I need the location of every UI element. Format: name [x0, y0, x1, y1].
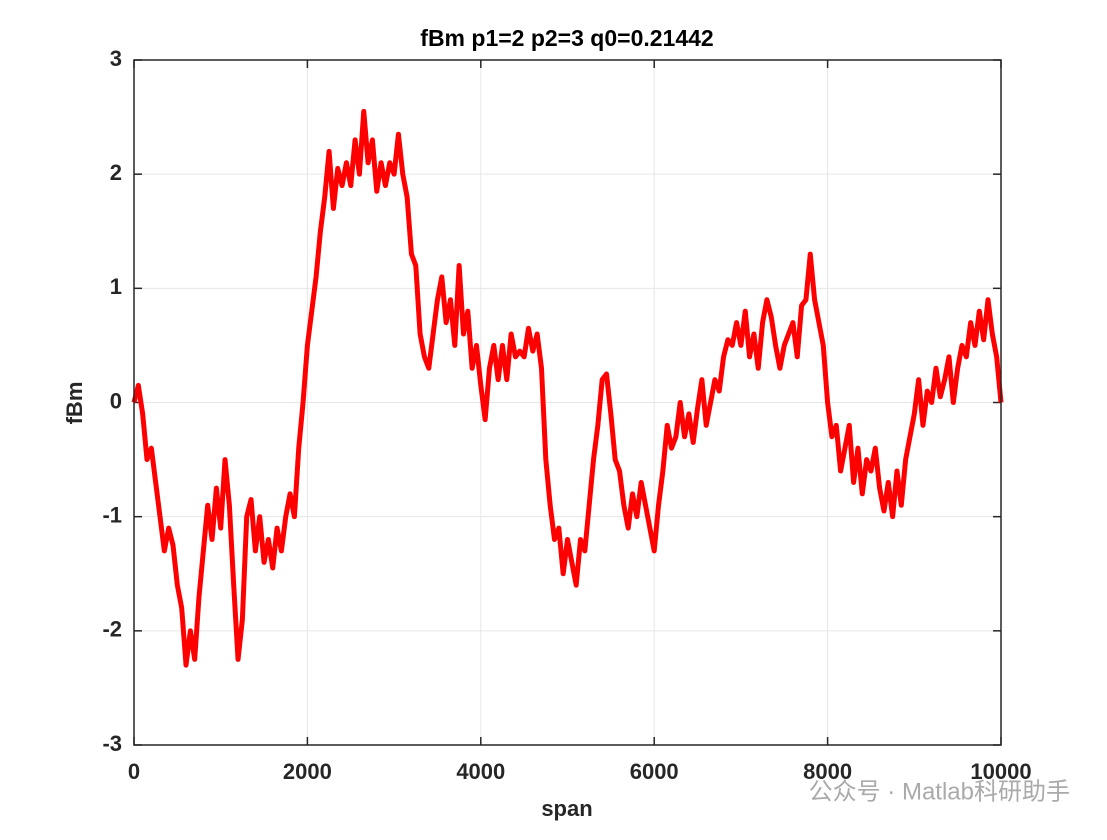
x-tick-label: 4000 [456, 759, 505, 784]
watermark: 公众号 · Matlab科研助手 [809, 778, 1070, 805]
y-tick-label: -3 [102, 731, 122, 756]
axes-box [133, 59, 1002, 746]
chart-title: fBm p1=2 p2=3 q0=0.21442 [420, 25, 713, 51]
x-axis-label: span [541, 796, 592, 821]
x-tick-label: 6000 [630, 759, 679, 784]
x-tick-label: 10000 [970, 759, 1031, 784]
y-tick-label: -2 [102, 617, 122, 642]
data-line [131, 108, 1004, 668]
x-tick-label: 2000 [283, 759, 332, 784]
y-tick-label: 3 [110, 46, 122, 71]
y-axis-label: fBm [62, 382, 87, 425]
x-tick-label: 8000 [803, 759, 852, 784]
y-tick-label: 1 [110, 274, 122, 299]
y-tick-label: 0 [110, 388, 122, 413]
x-tick-label: 0 [128, 759, 140, 784]
y-tick-label: 2 [110, 160, 122, 185]
y-tick-label: -1 [102, 502, 122, 527]
